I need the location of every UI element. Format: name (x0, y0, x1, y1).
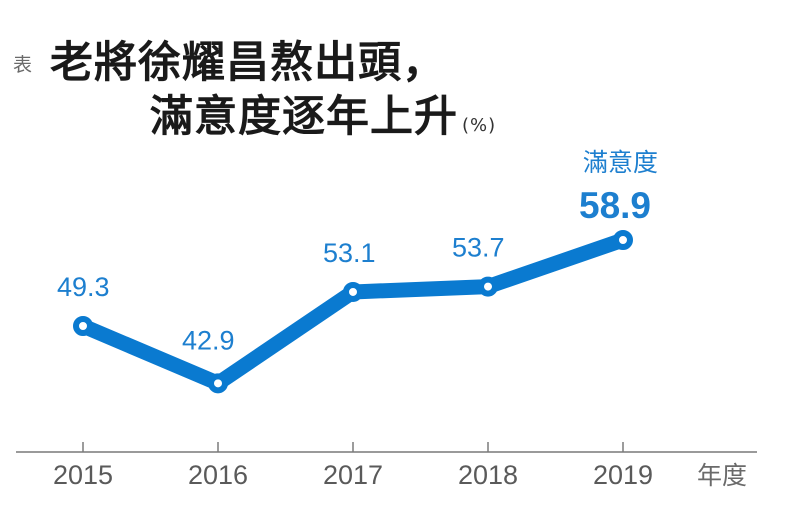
highlight-series-label: 滿意度 (583, 148, 658, 177)
data-value-label: 42.9 (182, 325, 235, 355)
data-point-marker (343, 281, 363, 302)
data-value-label: 49.3 (57, 272, 110, 302)
data-value-label: 53.7 (452, 233, 505, 263)
chart-title-line2: 滿意度逐年上升 (%) (150, 82, 496, 144)
data-value-labels: 49.3 42.9 53.1 53.7 (57, 233, 505, 356)
table-prefix-label: 表 (13, 54, 33, 76)
data-point-marker (613, 230, 633, 250)
x-axis-ticks (82, 442, 624, 452)
data-point-marker (478, 276, 498, 297)
highlight-value: 58.9 (579, 185, 651, 226)
data-point-marker (73, 316, 93, 336)
x-axis-labels: 2015 2016 2017 2018 2019 (53, 460, 653, 490)
unit-label: (%) (462, 115, 497, 136)
x-axis-tick-label: 2018 (458, 460, 518, 490)
x-axis-tick-label: 2015 (53, 460, 113, 490)
x-axis-tick-label: 2019 (593, 460, 653, 490)
chart-title-line1: 老將徐耀昌熬出頭， (50, 38, 446, 88)
data-point-markers (73, 230, 633, 394)
x-axis-tick-label: 2017 (323, 460, 383, 490)
chart-title-line2-text: 滿意度逐年上升 (150, 92, 458, 142)
data-value-label: 53.1 (323, 238, 376, 268)
x-axis-unit: 年度 (697, 461, 747, 490)
data-point-marker (208, 373, 228, 394)
x-axis-tick-label: 2016 (188, 460, 248, 490)
